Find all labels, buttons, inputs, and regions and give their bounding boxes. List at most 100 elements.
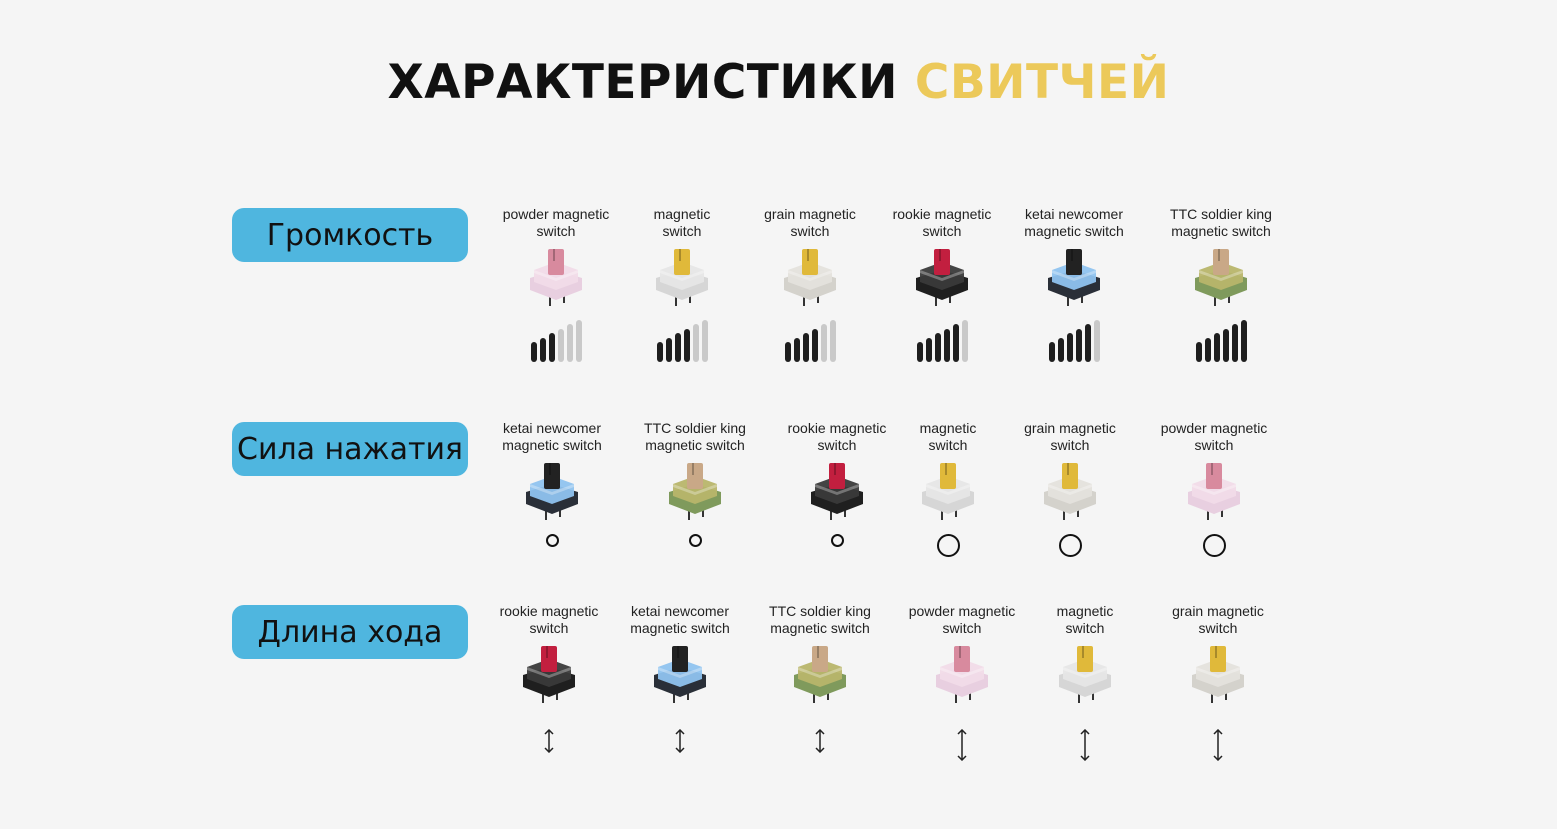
volume-bar bbox=[1240, 319, 1247, 362]
volume-bar bbox=[575, 319, 582, 362]
switch-name-line: ketai newcomer bbox=[1024, 206, 1124, 222]
switch-image bbox=[794, 646, 846, 703]
volume-level-icon bbox=[1195, 318, 1247, 362]
volume-bar bbox=[557, 328, 564, 362]
switch-name-line: magnetic switch bbox=[1171, 223, 1271, 239]
switch-image bbox=[1059, 646, 1111, 703]
switch-name-line: switch bbox=[536, 223, 576, 239]
switch-image bbox=[656, 249, 708, 306]
switch-name: grain magnetic switch bbox=[740, 206, 880, 240]
switch-name-line: ketai newcomer bbox=[630, 603, 730, 619]
volume-bar bbox=[1213, 333, 1220, 362]
switch-name-line: switch bbox=[529, 620, 569, 636]
switch-name: TTC soldier king magnetic switch bbox=[625, 420, 765, 454]
switch-name: TTC soldier king magnetic switch bbox=[750, 603, 890, 637]
switch-name-line: TTC soldier king bbox=[1170, 206, 1272, 222]
volume-bar bbox=[683, 328, 690, 362]
title-accent: СВИТЧЕЙ bbox=[914, 55, 1170, 110]
switch-image bbox=[1044, 463, 1096, 520]
switch-card: rookie magnetic switch bbox=[872, 206, 1012, 362]
switch-image bbox=[1188, 463, 1240, 520]
switch-card: magnetic switch bbox=[878, 420, 1018, 557]
volume-bar bbox=[811, 328, 818, 362]
volume-bar bbox=[530, 342, 537, 362]
switch-name-line: rookie magnetic bbox=[892, 206, 992, 222]
volume-bar bbox=[1093, 319, 1100, 362]
switch-image bbox=[916, 249, 968, 306]
switch-card: rookie magnetic switch bbox=[479, 603, 619, 753]
switch-name-line: switch bbox=[662, 223, 702, 239]
volume-bar bbox=[952, 324, 959, 362]
switch-name-line: magnetic bbox=[919, 420, 977, 436]
switch-card: grain magnetic switch bbox=[1148, 603, 1288, 761]
switch-name-line: TTC soldier king bbox=[644, 420, 746, 436]
switch-image bbox=[922, 463, 974, 520]
vertical-arrow-icon bbox=[1213, 729, 1223, 761]
volume-bar bbox=[539, 337, 546, 362]
switch-image bbox=[530, 249, 582, 306]
section-label-travel: Длина хода bbox=[232, 605, 468, 659]
vertical-arrow-icon bbox=[1080, 729, 1090, 761]
vertical-arrow-icon bbox=[544, 729, 554, 753]
switch-name-line: magnetic switch bbox=[770, 620, 870, 636]
vertical-arrow-icon bbox=[815, 729, 825, 753]
volume-bar bbox=[692, 324, 699, 362]
switch-card: ketai newcomer magnetic switch bbox=[482, 420, 622, 547]
volume-bar bbox=[820, 324, 827, 362]
switch-name-line: TTC soldier king bbox=[769, 603, 871, 619]
switch-card: powder magnetic switch bbox=[486, 206, 626, 362]
switch-card: ketai newcomer magnetic switch bbox=[610, 603, 750, 753]
switch-name-line: grain magnetic bbox=[1172, 603, 1264, 619]
small-circle-icon bbox=[545, 534, 559, 547]
vertical-arrow-icon bbox=[957, 729, 967, 761]
switch-name-line: switch bbox=[942, 620, 982, 636]
switch-image bbox=[669, 463, 721, 520]
switch-name-line: rookie magnetic bbox=[499, 603, 599, 619]
vertical-arrow-icon bbox=[675, 729, 685, 753]
switch-card: powder magnetic switch bbox=[1144, 420, 1284, 557]
volume-bar bbox=[1084, 324, 1091, 362]
volume-bar bbox=[934, 333, 941, 362]
volume-bar bbox=[701, 319, 708, 362]
section-label-volume: Громкость bbox=[232, 208, 468, 262]
switch-card: ketai newcomer magnetic switch bbox=[1004, 206, 1144, 362]
volume-bar bbox=[1048, 342, 1055, 362]
switch-name-line: switch bbox=[817, 437, 857, 453]
page-title: ХАРАКТЕРИСТИКИ СВИТЧЕЙ bbox=[0, 55, 1557, 110]
switch-name-line: magnetic bbox=[1056, 603, 1114, 619]
volume-level-icon bbox=[784, 318, 836, 362]
volume-bar bbox=[829, 319, 836, 362]
switch-image bbox=[784, 249, 836, 306]
switch-card: magnetic switch bbox=[612, 206, 752, 362]
large-circle-icon bbox=[1058, 534, 1082, 557]
volume-bar bbox=[1066, 333, 1073, 362]
volume-bar bbox=[665, 337, 672, 362]
switch-name-line: powder magnetic bbox=[908, 603, 1016, 619]
volume-bar bbox=[566, 324, 573, 362]
switch-name: grain magnetic switch bbox=[1000, 420, 1140, 454]
large-circle-icon bbox=[936, 534, 960, 557]
volume-bar bbox=[784, 342, 791, 362]
switch-name-line: switch bbox=[1050, 437, 1090, 453]
volume-bar bbox=[1057, 337, 1064, 362]
volume-bar bbox=[1222, 328, 1229, 362]
volume-level-icon bbox=[1048, 318, 1100, 362]
switch-card: rookie magnetic switch bbox=[767, 420, 907, 547]
volume-level-icon bbox=[530, 318, 582, 362]
switch-card: TTC soldier king magnetic switch bbox=[625, 420, 765, 547]
switch-name-line: magnetic switch bbox=[645, 437, 745, 453]
switch-name: TTC soldier king magnetic switch bbox=[1151, 206, 1291, 240]
switch-name-line: ketai newcomer bbox=[502, 420, 602, 436]
switch-image bbox=[1195, 249, 1247, 306]
switch-image bbox=[1192, 646, 1244, 703]
volume-bar bbox=[925, 337, 932, 362]
switch-name-line: magnetic switch bbox=[502, 437, 602, 453]
volume-bar bbox=[1075, 328, 1082, 362]
switch-card: grain magnetic switch bbox=[740, 206, 880, 362]
volume-bar bbox=[656, 342, 663, 362]
switch-name: rookie magnetic switch bbox=[767, 420, 907, 454]
small-circle-icon bbox=[688, 534, 702, 547]
switch-name-line: magnetic switch bbox=[1024, 223, 1124, 239]
volume-bar bbox=[793, 337, 800, 362]
volume-bar bbox=[802, 333, 809, 362]
